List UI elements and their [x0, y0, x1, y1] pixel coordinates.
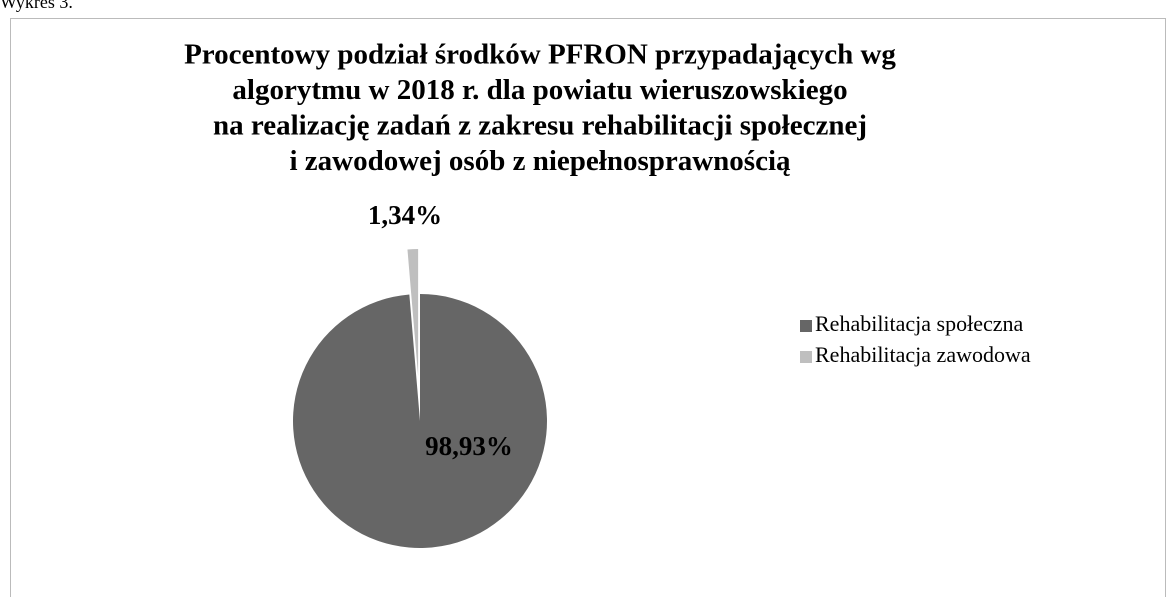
chart-title: Procentowy podział środków PFRON przypad…: [184, 39, 896, 71]
pie-slice: [292, 294, 547, 548]
data-label: 98,93%: [425, 431, 513, 461]
chart-title: i zawodowej osób z niepełnosprawnością: [289, 145, 791, 177]
pie-slice: [407, 249, 419, 377]
chart-frame: [10, 18, 1166, 597]
legend-label: Rehabilitacja zawodowa: [815, 342, 1031, 367]
caption: Wykres 3.: [0, 0, 73, 12]
legend-swatch: [800, 351, 812, 363]
data-label: 1,34%: [368, 200, 442, 230]
chart-title: algorytmu w 2018 r. dla powiatu wieruszo…: [232, 74, 847, 106]
legend-label: Rehabilitacja społeczna: [815, 311, 1024, 336]
legend-swatch: [800, 320, 812, 332]
chart-title: na realizację zadań z zakresu rehabilita…: [213, 110, 867, 142]
